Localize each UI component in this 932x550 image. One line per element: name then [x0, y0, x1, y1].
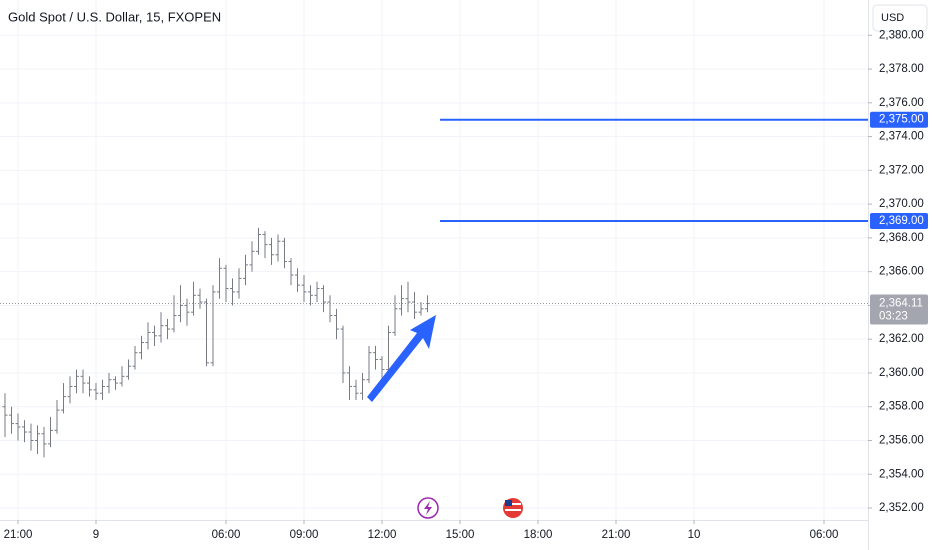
countdown-label: 03:23	[879, 311, 908, 323]
y-tick-label: 2,368.00	[879, 232, 924, 244]
y-tick-label: 2,352.00	[879, 502, 924, 514]
y-tick-label: 2,354.00	[879, 468, 924, 480]
bars	[2, 227, 431, 458]
grid	[0, 0, 868, 520]
x-tick-label: 12:00	[368, 529, 397, 541]
x-tick-label: 06:00	[810, 529, 839, 541]
y-tick-label: 2,360.00	[879, 367, 924, 379]
price-level-label: 2,369.00	[879, 215, 924, 227]
chart-title: Gold Spot / U.S. Dollar, 15, FXOPEN	[8, 9, 221, 24]
price-level-tag	[870, 111, 928, 128]
y-tick-label: 2,358.00	[879, 401, 924, 413]
x-tick-label: 18:00	[524, 529, 553, 541]
x-tick-label: 10	[688, 529, 701, 541]
lightning-icon	[424, 501, 432, 515]
x-tick-label: 21:00	[602, 529, 631, 541]
price-level-label: 2,375.00	[879, 114, 924, 126]
x-tick-label: 15:00	[446, 529, 475, 541]
y-tick-label: 2,356.00	[879, 435, 924, 447]
flag-stripe	[505, 503, 521, 505]
flag-stripe	[505, 509, 521, 511]
arrow-annotation	[367, 315, 436, 402]
y-tick-label: 2,378.00	[879, 63, 924, 75]
price-level-tag	[870, 213, 928, 229]
x-tick-label: 09:00	[290, 529, 319, 541]
y-tick-label: 2,362.00	[879, 333, 924, 345]
currency-button[interactable]	[872, 4, 928, 32]
last-price-label: 2,364.11	[879, 298, 923, 310]
x-tick-label: 9	[93, 529, 99, 541]
y-tick-label: 2,372.00	[879, 164, 924, 176]
currency-label: USD	[881, 12, 904, 24]
x-tick-label: 21:00	[4, 529, 33, 541]
y-tick-label: 2,366.00	[879, 266, 924, 278]
x-tick-label: 06:00	[212, 529, 241, 541]
last-price-tag	[870, 294, 928, 325]
y-tick-label: 2,370.00	[879, 198, 924, 210]
y-tick-label: 2,380.00	[879, 29, 924, 41]
flag-canton	[505, 500, 512, 506]
y-tick-label: 2,376.00	[879, 97, 924, 109]
y-tick-label: 2,374.00	[879, 131, 924, 143]
